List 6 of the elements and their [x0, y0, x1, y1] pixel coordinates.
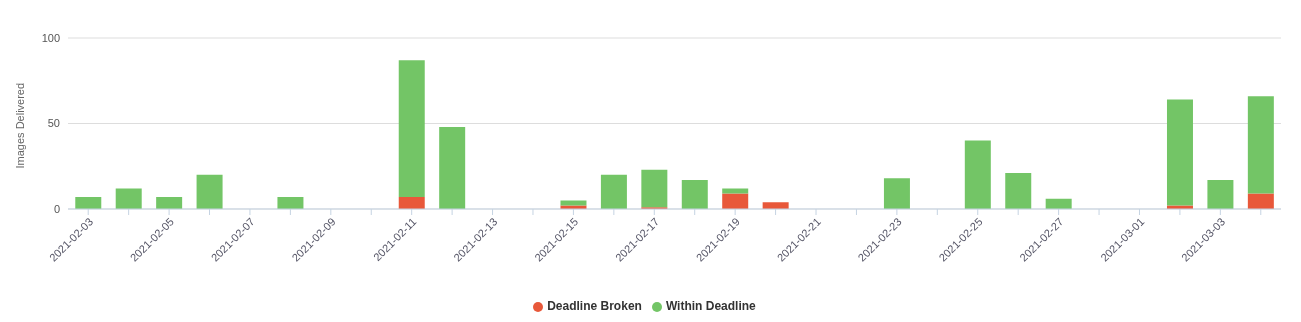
legend-label: Deadline Broken — [547, 299, 642, 313]
y-tick-label: 0 — [53, 202, 60, 215]
y-axis-title: Images Delivered — [13, 82, 26, 169]
y-tick-label: 100 — [41, 31, 60, 44]
legend-label: Within Deadline — [665, 299, 756, 313]
y-tick-label: 50 — [47, 117, 60, 130]
